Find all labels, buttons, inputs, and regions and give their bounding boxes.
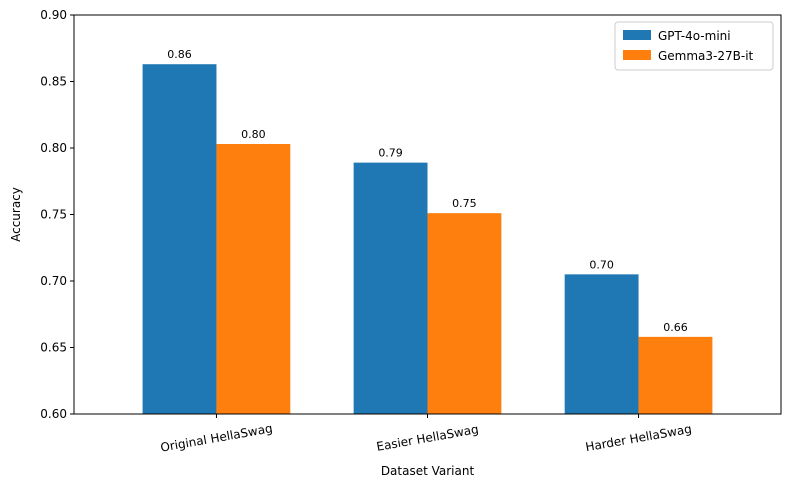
x-axis: Original HellaSwag Easier HellaSwag Harder… <box>159 414 693 455</box>
legend-label-gpt4omini: GPT-4o-mini <box>658 29 731 43</box>
data-label: 0.86 <box>167 48 192 61</box>
x-tick-label: Easier HellaSwag <box>375 422 479 454</box>
legend-label-gemma3: Gemma3-27B-it <box>658 49 754 63</box>
y-tick-label: 0.90 <box>40 8 67 22</box>
bar-gemma3-0 <box>216 144 291 414</box>
bar-gpt4omini-1 <box>353 162 428 414</box>
legend-box <box>614 21 774 71</box>
bar-gpt4omini-2 <box>564 274 639 414</box>
x-tick-label: Original HellaSwag <box>159 421 273 455</box>
data-label: 0.70 <box>589 258 614 271</box>
legend-swatch-gemma3 <box>623 50 651 60</box>
bar-gemma3-2 <box>638 336 713 414</box>
data-label: 0.80 <box>241 128 266 141</box>
y-tick-label: 0.70 <box>40 274 67 288</box>
y-axis-label: Accuracy <box>9 187 23 242</box>
bar-gemma3-1 <box>427 213 502 414</box>
data-labels-layer: 0.86 0.79 0.70 0.80 0.75 0.66 <box>167 48 687 334</box>
legend: GPT-4o-mini Gemma3-27B-it <box>614 21 774 71</box>
y-tick-label: 0.60 <box>40 407 67 421</box>
x-axis-label: Dataset Variant <box>381 464 475 478</box>
x-tick-label: Harder HellaSwag <box>584 422 692 454</box>
bars-layer <box>142 64 713 415</box>
y-tick-label: 0.80 <box>40 141 67 155</box>
y-tick-label: 0.85 <box>40 75 67 89</box>
data-label: 0.66 <box>663 321 688 334</box>
legend-swatch-gpt4omini <box>623 30 651 40</box>
y-tick-label: 0.65 <box>40 341 67 355</box>
y-tick-label: 0.75 <box>40 208 67 222</box>
data-label: 0.79 <box>378 147 403 160</box>
bar-gpt4omini-0 <box>142 64 217 415</box>
y-axis: 0.60 0.65 0.70 0.75 0.80 0.85 0.90 <box>40 8 74 421</box>
data-label: 0.75 <box>452 197 477 210</box>
